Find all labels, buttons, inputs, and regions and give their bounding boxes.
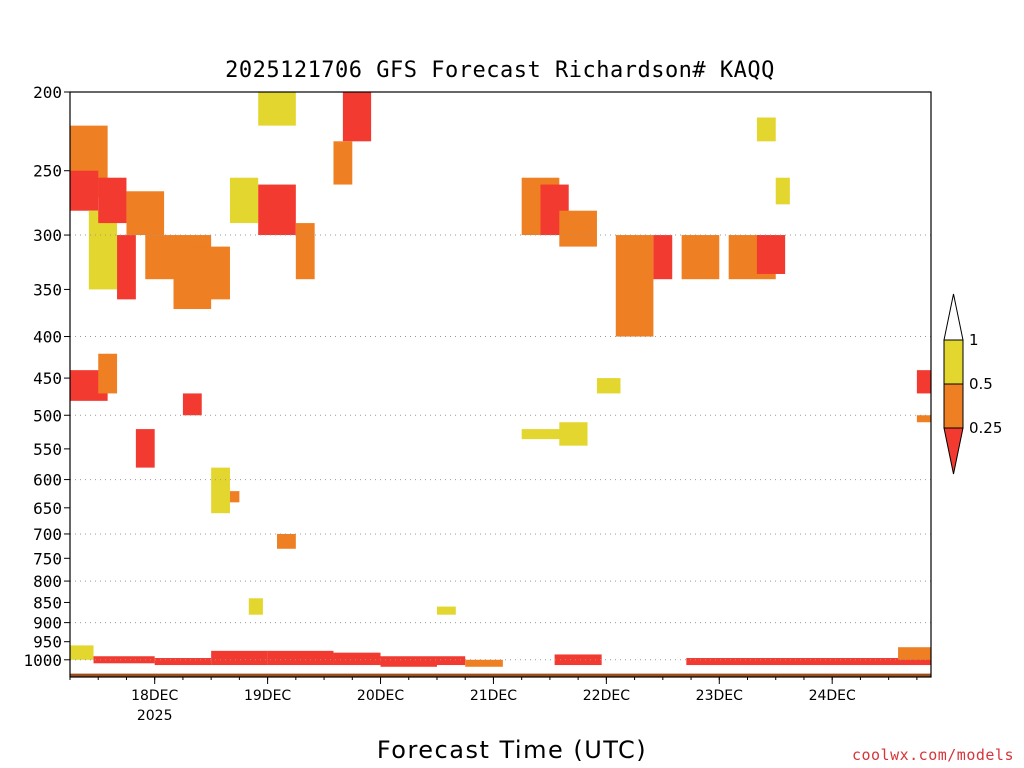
y-tick-label: 300 — [33, 226, 62, 245]
heatmap-cells — [70, 92, 931, 667]
heatmap-cell — [229, 491, 240, 503]
ground-fill — [70, 673, 931, 677]
heatmap-cell — [98, 353, 118, 394]
y-tick-label: 550 — [33, 440, 62, 459]
heatmap-cell — [681, 235, 720, 280]
chart-title: 2025121706 GFS Forecast Richardson# KAQQ — [225, 58, 775, 83]
x-tick-label: 24DEC — [809, 688, 856, 704]
axes: 200 250 300 350 400 450 500 550 600 650 700 750 800 8… — [23, 83, 932, 724]
surface-layer-cell — [898, 647, 931, 660]
surface-layer-cell — [154, 658, 212, 666]
heatmap-cell — [756, 235, 786, 274]
y-tick-label: 850 — [33, 593, 62, 612]
heatmap-cell — [295, 223, 315, 280]
legend-label: 1 — [969, 331, 979, 349]
heatmap-cell — [258, 184, 296, 236]
heatmap-cell — [126, 191, 165, 236]
y-tick-label: 400 — [33, 328, 62, 347]
heatmap-cell — [145, 235, 174, 280]
heatmap-cell — [596, 378, 621, 394]
y-tick-label: 950 — [33, 633, 62, 652]
legend-segment — [943, 383, 964, 429]
heatmap-cell — [756, 117, 776, 142]
surface-layer-cell — [436, 656, 466, 666]
x-axis-label: Forecast Time (UTC) — [377, 736, 647, 764]
heatmap-cell — [88, 210, 118, 290]
surface-layer-cell — [554, 654, 602, 666]
x-tick-sublabel: 2025 — [137, 708, 173, 724]
surface-layer-cell — [267, 650, 334, 666]
ground-layer — [70, 673, 931, 677]
heatmap-cell — [916, 415, 931, 423]
y-tick-label: 1000 — [23, 651, 62, 670]
heatmap-cell — [98, 177, 127, 224]
legend-label: 0.25 — [969, 419, 1002, 437]
legend-label: 0.5 — [969, 375, 993, 393]
y-tick-label: 600 — [33, 471, 62, 490]
heatmap-cell — [192, 246, 230, 300]
colorbar-legend: 1 0.5 0.25 — [943, 293, 1002, 475]
y-tick-label: 650 — [33, 499, 62, 518]
surface-layer-cell — [380, 656, 437, 667]
heatmap-cell — [916, 370, 931, 394]
x-tick-label: 23DEC — [696, 688, 743, 704]
credit-text: coolwx.com/models — [852, 746, 1014, 764]
heatmap-cell — [521, 429, 569, 440]
y-tick-label: 500 — [33, 406, 62, 425]
heatmap-cell — [775, 177, 790, 205]
heatmap-cell — [229, 177, 259, 224]
heatmap-cell — [653, 235, 673, 280]
y-tick-label: 200 — [33, 83, 62, 102]
y-tick-label: 800 — [33, 572, 62, 591]
heatmap-cell — [211, 467, 230, 514]
x-tick-label: 22DEC — [583, 688, 630, 704]
y-tick-label: 250 — [33, 162, 62, 181]
heatmap-cell — [559, 210, 597, 247]
y-tick-label: 900 — [33, 614, 62, 633]
y-tick-label: 750 — [33, 549, 62, 568]
gridlines — [70, 234, 931, 661]
surface-layer-cell — [333, 652, 381, 666]
x-tick-label: 18DEC — [131, 688, 178, 704]
plot-frame — [69, 91, 932, 678]
heatmap-cell — [135, 429, 155, 468]
heatmap-cell — [333, 141, 353, 185]
y-tick-label: 700 — [33, 525, 62, 544]
heatmap-cell — [277, 533, 296, 549]
heatmap-cell — [436, 606, 456, 615]
surface-layer-cell — [93, 656, 155, 664]
heatmap-cell — [342, 92, 372, 142]
x-tick-label: 21DEC — [470, 688, 517, 704]
y-tick-label: 450 — [33, 369, 62, 388]
surface-layer-cell — [465, 659, 503, 667]
legend-bottom-arrow — [943, 427, 964, 475]
heatmap-cell — [559, 422, 588, 446]
heatmap-cell — [182, 393, 202, 416]
legend-top-arrow — [943, 293, 964, 341]
x-tick-label: 20DEC — [357, 688, 404, 704]
y-tick-label: 350 — [33, 280, 62, 299]
surface-layer-cell — [686, 658, 931, 666]
heatmap-cell — [258, 92, 296, 126]
heatmap-cell — [117, 235, 136, 300]
surface-layer-cell — [211, 650, 268, 666]
legend-segment — [943, 339, 964, 385]
heatmap-cell — [70, 170, 99, 211]
heatmap-cell — [248, 598, 263, 615]
surface-layer-cell — [70, 645, 94, 660]
x-tick-label: 19DEC — [244, 688, 291, 704]
heatmap-cell — [615, 235, 654, 337]
